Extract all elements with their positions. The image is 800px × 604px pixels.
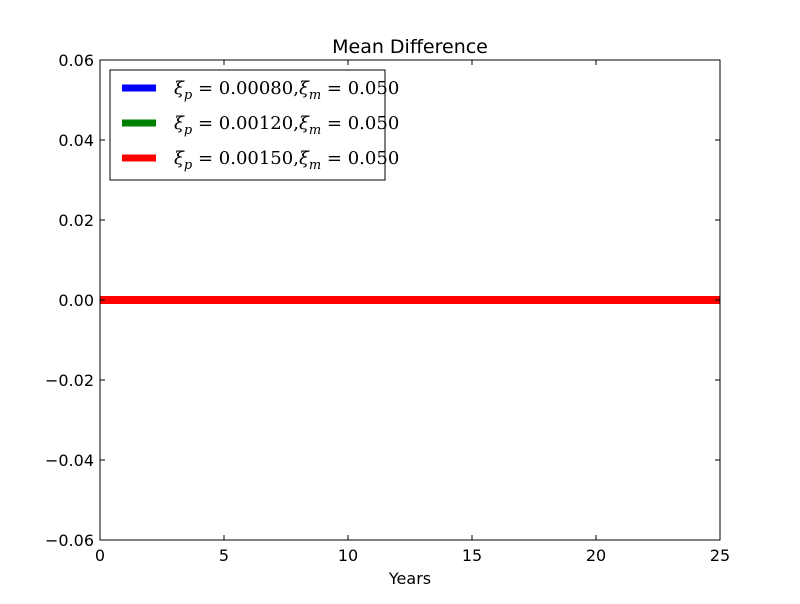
x-tick-label: 25 bbox=[710, 546, 730, 565]
y-tick-label: 0.02 bbox=[58, 211, 94, 230]
chart-title: Mean Difference bbox=[332, 36, 488, 58]
y-tick-label: 0.00 bbox=[58, 291, 94, 310]
x-axis-title: Years bbox=[388, 569, 431, 588]
legend-label-1: ξp = 0.00080,ξm = 0.050 bbox=[174, 78, 399, 103]
legend-label-2: ξp = 0.00120,ξm = 0.050 bbox=[174, 113, 399, 138]
legend-label-3: ξp = 0.00150,ξm = 0.050 bbox=[174, 148, 399, 173]
y-tick-label: 0.06 bbox=[58, 51, 94, 70]
legend-items: ξp = 0.00080,ξm = 0.050 ξp = 0.00120,ξm =… bbox=[122, 78, 399, 173]
y-tick-label: −0.02 bbox=[45, 371, 94, 390]
x-tick-label: 15 bbox=[462, 546, 482, 565]
y-tick-label: −0.04 bbox=[45, 451, 94, 470]
x-tick-label: 0 bbox=[95, 546, 105, 565]
y-tick-label: 0.04 bbox=[58, 131, 94, 150]
x-tick-label: 10 bbox=[338, 546, 358, 565]
legend: ξp = 0.00080,ξm = 0.050 ξp = 0.00120,ξm =… bbox=[109, 69, 399, 181]
y-tick-label: −0.06 bbox=[45, 531, 94, 550]
x-axis-ticks: 0 5 10 15 20 25 bbox=[95, 60, 730, 565]
x-tick-label: 5 bbox=[219, 546, 229, 565]
x-tick-label: 20 bbox=[586, 546, 606, 565]
y-axis-ticks: 0.06 0.04 0.02 0.00 −0.02 −0.04 −0.06 bbox=[45, 51, 720, 550]
